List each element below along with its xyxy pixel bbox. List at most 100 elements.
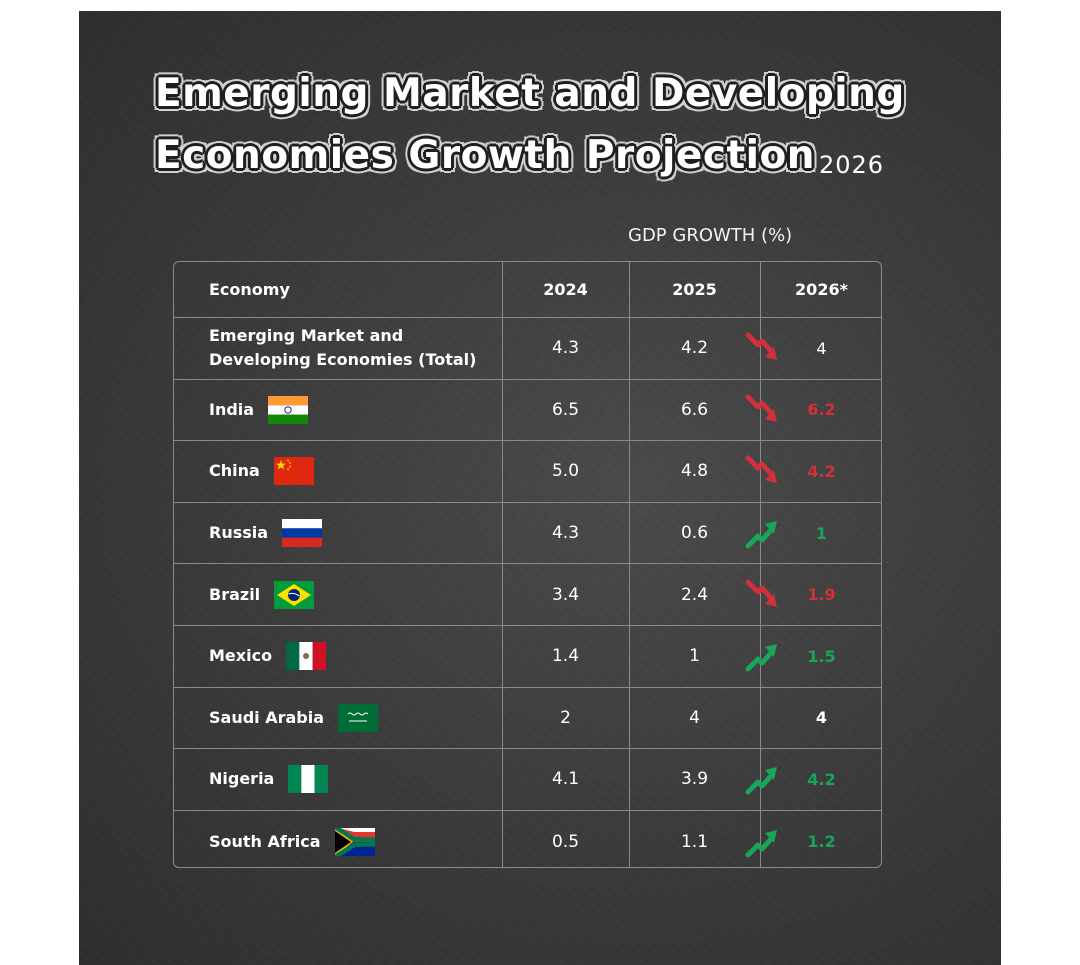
economy-cell: Brazil	[174, 564, 502, 625]
trend-down-arrow-icon	[745, 332, 777, 361]
table-row: Emerging Market and Developing Economies …	[174, 318, 881, 380]
economy-cell: India	[174, 380, 502, 441]
value-2025: 4	[689, 707, 700, 728]
table-row: South Africa 0.5 1.1 1.2	[174, 811, 881, 867]
economy-name: Brazil	[209, 580, 315, 609]
table-row: Brazil 3.4 2.4 1.9	[174, 564, 881, 626]
value-2026: 4.2	[745, 749, 881, 810]
economy-label-line: Mexico	[209, 646, 273, 666]
value-2026: 1.9	[745, 564, 881, 625]
column-divider	[629, 262, 630, 867]
column-divider	[760, 262, 761, 867]
value-2024: 2	[560, 707, 571, 728]
economy-label: Russia	[209, 521, 268, 545]
economy-name: Mexico	[209, 642, 327, 671]
economy-name: China	[209, 457, 314, 486]
trend-up-arrow-icon	[745, 644, 777, 672]
economy-cell: China	[174, 441, 502, 502]
column-header-economy: Economy	[209, 280, 290, 299]
value-2025: 1	[689, 646, 700, 667]
economy-label: China	[209, 459, 260, 483]
mexico-flag-icon	[286, 642, 327, 671]
value-2026-text: 1	[815, 523, 828, 543]
india-flag-icon	[268, 395, 309, 424]
economy-label-line: South Africa	[209, 831, 321, 851]
economy-label-line: Brazil	[209, 584, 261, 604]
trend-up-arrow-icon	[745, 521, 777, 549]
value-2024: 6.5	[551, 399, 580, 420]
column-header-2025: 2025	[672, 280, 717, 299]
value-2024: 4.3	[551, 523, 580, 544]
value-2026: 1.5	[745, 626, 881, 687]
economy-name: Saudi Arabia	[209, 703, 379, 732]
column-header-2026: 2026*	[795, 280, 848, 299]
value-2026-text: 4	[815, 708, 828, 728]
value-2026: 1	[745, 503, 881, 564]
trend-down-arrow-icon	[745, 579, 777, 607]
nigeria-flag-icon	[288, 765, 329, 794]
chart-title-line-1: Emerging Market and Developing	[155, 71, 905, 116]
column-header-2024: 2024	[543, 280, 588, 299]
value-2026: 4.2	[745, 441, 881, 502]
economy-cell: Saudi Arabia	[174, 688, 502, 749]
south-africa-flag-icon	[334, 827, 375, 856]
russia-flag-icon	[282, 519, 323, 548]
value-2026: 1.2	[745, 811, 881, 867]
value-2025: 2.4	[680, 584, 709, 605]
economy-cell: Emerging Market and Developing Economies …	[174, 318, 502, 379]
value-2026-text: 4	[816, 338, 827, 358]
economy-label-line: Nigeria	[209, 769, 275, 789]
economy-name: Emerging Market and Developing Economies …	[209, 324, 476, 372]
trend-up-arrow-icon	[745, 829, 777, 858]
value-2026: 6.2	[745, 380, 881, 441]
saudi-arabia-flag-icon	[338, 703, 379, 732]
value-2026-text: 1.9	[807, 585, 836, 605]
value-2024: 4.3	[551, 338, 580, 359]
economy-label: Emerging Market and Developing Economies …	[209, 324, 476, 372]
table-row: Nigeria 4.1 3.9 4.2	[174, 749, 881, 811]
economy-label: South Africa	[209, 830, 321, 854]
gdp-table: Economy 2024 2025 2026* Emerging Market …	[173, 261, 882, 868]
table-row: India 6.5 6.6 6.2	[174, 380, 881, 442]
economy-name: South Africa	[209, 827, 375, 856]
economy-label: Mexico	[209, 644, 272, 668]
economy-name: India	[209, 395, 309, 424]
china-flag-icon	[273, 457, 314, 486]
value-2025: 4.8	[680, 461, 709, 482]
value-2026-text: 1.5	[807, 646, 836, 666]
table-row: Russia 4.3 0.6 1	[174, 503, 881, 565]
economy-label-line: China	[209, 461, 260, 481]
chart-panel: Emerging Market and Developing Economies…	[79, 11, 1001, 965]
trend-down-arrow-icon	[745, 394, 777, 422]
value-2024: 3.4	[551, 584, 580, 605]
economy-cell: Nigeria	[174, 749, 502, 810]
value-2024: 1.4	[551, 646, 580, 667]
value-2026-text: 1.2	[807, 832, 836, 852]
chart-title-line-2: Economies Growth Projection	[155, 133, 816, 178]
value-2026-text: 4.2	[807, 769, 836, 789]
economy-label: Brazil	[209, 583, 260, 607]
value-2025: 6.6	[680, 399, 709, 420]
economy-name: Nigeria	[209, 765, 329, 794]
value-2024: 0.5	[551, 831, 580, 852]
value-2025: 1.1	[680, 831, 709, 852]
table-row: Saudi Arabia 2 4 4	[174, 688, 881, 750]
table-row: China 5.0 4.8 4.2	[174, 441, 881, 503]
economy-label: Nigeria	[209, 767, 274, 791]
value-2026: 4	[745, 318, 881, 379]
trend-down-arrow-icon	[745, 455, 777, 484]
value-2024: 4.1	[551, 769, 580, 790]
economy-label-line: Saudi Arabia	[209, 707, 325, 727]
value-2026: 4	[760, 688, 881, 749]
economy-label: India	[209, 398, 254, 422]
table-header-row: Economy 2024 2025 2026*	[174, 262, 881, 318]
trend-up-arrow-icon	[745, 767, 777, 795]
column-divider	[502, 262, 503, 867]
economy-label-line: India	[209, 399, 255, 419]
economy-cell: Mexico	[174, 626, 502, 687]
chart-title-year: 2026	[819, 151, 885, 179]
value-2025: 3.9	[680, 769, 709, 790]
table-row: Mexico 1.4 1 1.5	[174, 626, 881, 688]
value-2025: 0.6	[680, 523, 709, 544]
economy-label-line: Emerging Market and	[209, 326, 404, 346]
